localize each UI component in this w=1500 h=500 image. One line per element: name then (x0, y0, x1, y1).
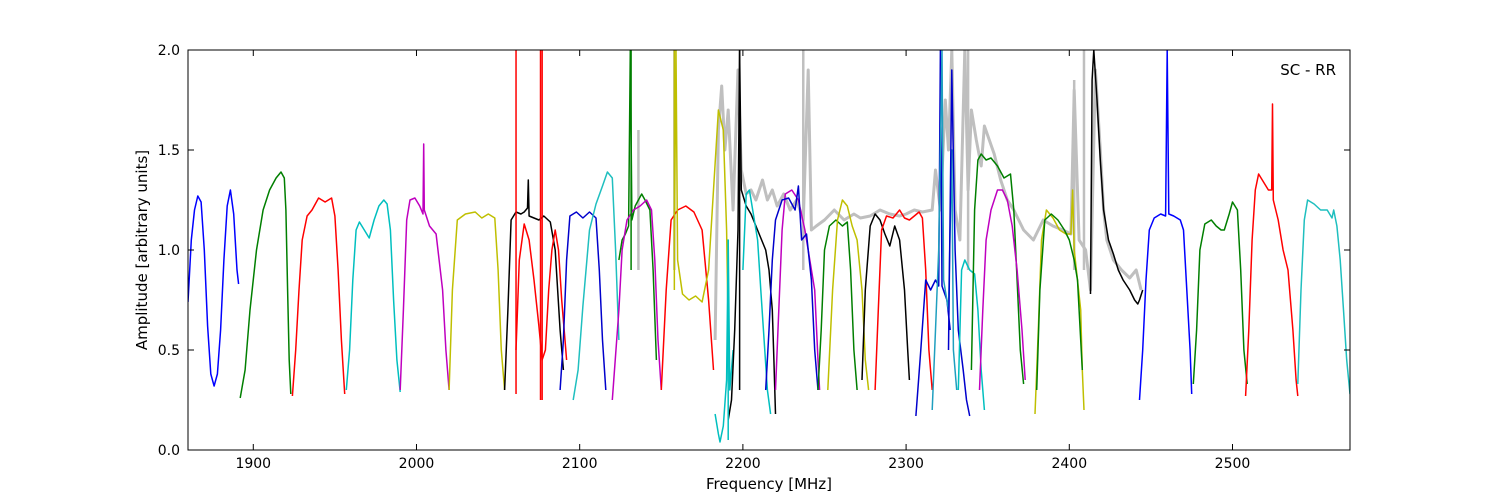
series-line-6 (503, 179, 565, 391)
series-line-27 (970, 153, 1025, 385)
y-tick-label: 0.5 (158, 343, 180, 359)
series-line-30 (1035, 213, 1084, 391)
series-line-18 (764, 185, 819, 391)
x-tick-label: 2500 (1215, 456, 1251, 472)
series-line-24 (931, 50, 958, 411)
y-axis: 0.0 0.5 1.0 1.5 2.0 (158, 43, 1350, 459)
series-line-29 (1034, 189, 1085, 415)
series-line-11 (611, 199, 663, 401)
series-line-0 (188, 189, 240, 387)
series-line-2 (291, 197, 346, 397)
series-line-32 (1138, 50, 1193, 401)
series-line-22 (874, 209, 933, 391)
series-line-4 (399, 143, 450, 391)
x-tick-label: 2000 (399, 456, 435, 472)
series-line-21 (861, 213, 911, 381)
series-line-3 (345, 199, 401, 393)
x-tick-label: 1900 (235, 456, 271, 472)
y-tick-label: 2.0 (158, 43, 180, 59)
series-annotation: SC - RR (1280, 61, 1336, 79)
series-line-14 (714, 239, 734, 443)
series-line-33 (1192, 201, 1248, 385)
series-line-34 (1244, 103, 1299, 397)
x-axis: 1900 2000 2100 2200 2300 2400 2500 (235, 50, 1250, 472)
x-tick-label: 2400 (1051, 456, 1087, 472)
spike-layer (515, 50, 741, 440)
series-line-1 (239, 171, 292, 399)
y-tick-label: 1.0 (158, 243, 180, 259)
x-tick-label: 2100 (562, 456, 598, 472)
series-line-31 (1089, 50, 1144, 305)
series-line-8 (559, 211, 607, 391)
series-line-28 (978, 189, 1026, 391)
x-axis-label: Frequency [MHz] (706, 475, 832, 493)
series-line-25 (947, 69, 971, 417)
series-line-35 (1297, 199, 1350, 395)
series-line-5 (448, 211, 506, 391)
series-line-12 (660, 205, 715, 391)
series-line-7 (515, 223, 568, 361)
x-tick-label: 2200 (725, 456, 761, 472)
series-line-9 (572, 171, 620, 401)
y-axis-label: Amplitude [arbitrary units] (133, 150, 151, 350)
series-line-13 (673, 50, 729, 331)
x-tick-label: 2300 (888, 456, 924, 472)
series-line-19 (817, 219, 858, 391)
y-tick-label: 1.5 (158, 143, 180, 159)
y-tick-label: 0.0 (158, 443, 180, 459)
plot-area (188, 50, 1350, 443)
series-line-17 (774, 189, 821, 391)
